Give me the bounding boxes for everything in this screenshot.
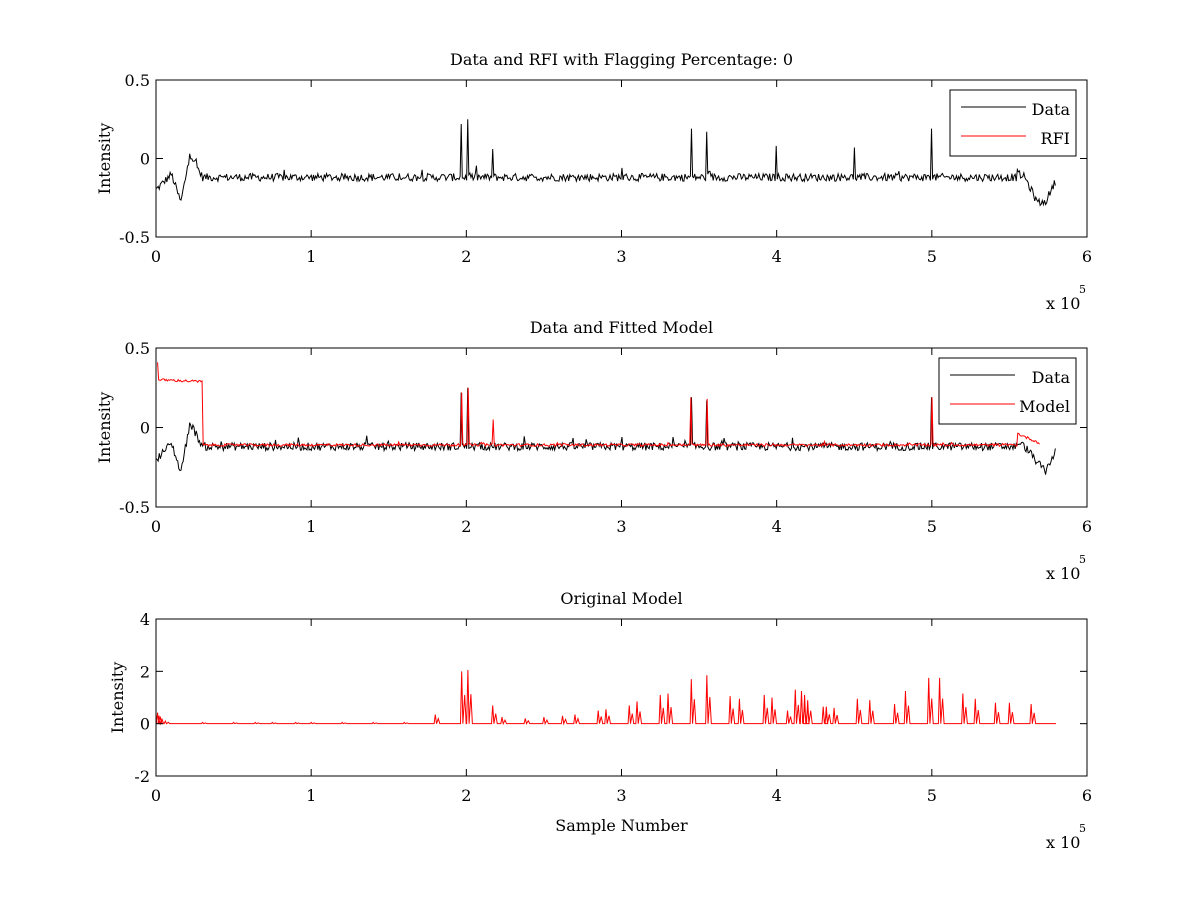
x-tick-label: 1 xyxy=(306,517,316,536)
x-multiplier-label: x 10 xyxy=(1046,833,1080,852)
legend-label-data: Data xyxy=(1032,368,1071,387)
x-tick-label: 2 xyxy=(461,517,471,536)
y-tick-label: -2 xyxy=(134,767,150,786)
x-tick-label: 3 xyxy=(616,247,626,266)
chart-title: Data and Fitted Model xyxy=(530,318,713,337)
x-tick-label: 0 xyxy=(151,247,161,266)
x-tick-label: 6 xyxy=(1082,786,1092,805)
y-tick-label: 2 xyxy=(140,662,150,681)
x-multiplier-label: x 10 xyxy=(1046,564,1080,583)
x-tick-label: 0 xyxy=(151,786,161,805)
x-multiplier-exponent: 5 xyxy=(1079,283,1086,296)
y-axis-label: Intensity xyxy=(95,123,114,195)
x-tick-label: 3 xyxy=(616,517,626,536)
legend: Data RFI xyxy=(949,89,1077,157)
x-tick-label: 0 xyxy=(151,517,161,536)
x-tick-label: 3 xyxy=(616,786,626,805)
legend-label-data: Data xyxy=(1032,100,1071,119)
y-axis-label: Intensity xyxy=(95,392,114,464)
axes-frame xyxy=(156,80,1087,237)
plot-area xyxy=(156,119,1056,207)
legend: Data Model xyxy=(938,357,1077,425)
y-tick-label: 0.5 xyxy=(125,339,150,358)
x-tick-label: 5 xyxy=(927,517,937,536)
series-data-line xyxy=(156,119,1056,207)
legend-box xyxy=(949,89,1077,157)
series-model-line xyxy=(156,670,1056,726)
x-tick-label: 5 xyxy=(927,247,937,266)
x-tick-label: 4 xyxy=(772,786,782,805)
legend-label-model: Model xyxy=(1019,397,1070,416)
y-tick-label: 4 xyxy=(140,610,150,629)
y-tick-label: 0 xyxy=(140,150,150,169)
y-tick-label: 0 xyxy=(140,715,150,734)
y-axis-label: Intensity xyxy=(108,662,127,734)
series-data-line xyxy=(156,387,1056,475)
x-tick-label: 4 xyxy=(772,517,782,536)
x-multiplier-exponent: 5 xyxy=(1079,822,1086,835)
x-tick-label: 6 xyxy=(1082,247,1092,266)
x-axis-label: Sample Number xyxy=(555,816,688,835)
legend-label-rfi: RFI xyxy=(1041,129,1070,148)
axes-frame xyxy=(156,619,1087,776)
chart-title: Data and RFI with Flagging Percentage: 0 xyxy=(450,50,793,69)
x-tick-label: 1 xyxy=(306,786,316,805)
x-multiplier-exponent: 5 xyxy=(1079,553,1086,566)
x-tick-label: 6 xyxy=(1082,517,1092,536)
x-tick-label: 2 xyxy=(461,786,471,805)
x-tick-label: 4 xyxy=(772,247,782,266)
x-tick-label: 2 xyxy=(461,247,471,266)
x-tick-label: 1 xyxy=(306,247,316,266)
legend-box xyxy=(938,357,1077,425)
y-tick-label: -0.5 xyxy=(119,498,150,517)
series-model-line xyxy=(157,362,1040,448)
plot-area xyxy=(156,670,1056,726)
y-tick-label: -0.5 xyxy=(119,228,150,247)
chart-title: Original Model xyxy=(560,589,682,608)
x-multiplier-label: x 10 xyxy=(1046,294,1080,313)
x-tick-label: 5 xyxy=(927,786,937,805)
y-tick-label: 0 xyxy=(140,419,150,438)
plot-area xyxy=(156,362,1056,475)
y-tick-label: 0.5 xyxy=(125,71,150,90)
